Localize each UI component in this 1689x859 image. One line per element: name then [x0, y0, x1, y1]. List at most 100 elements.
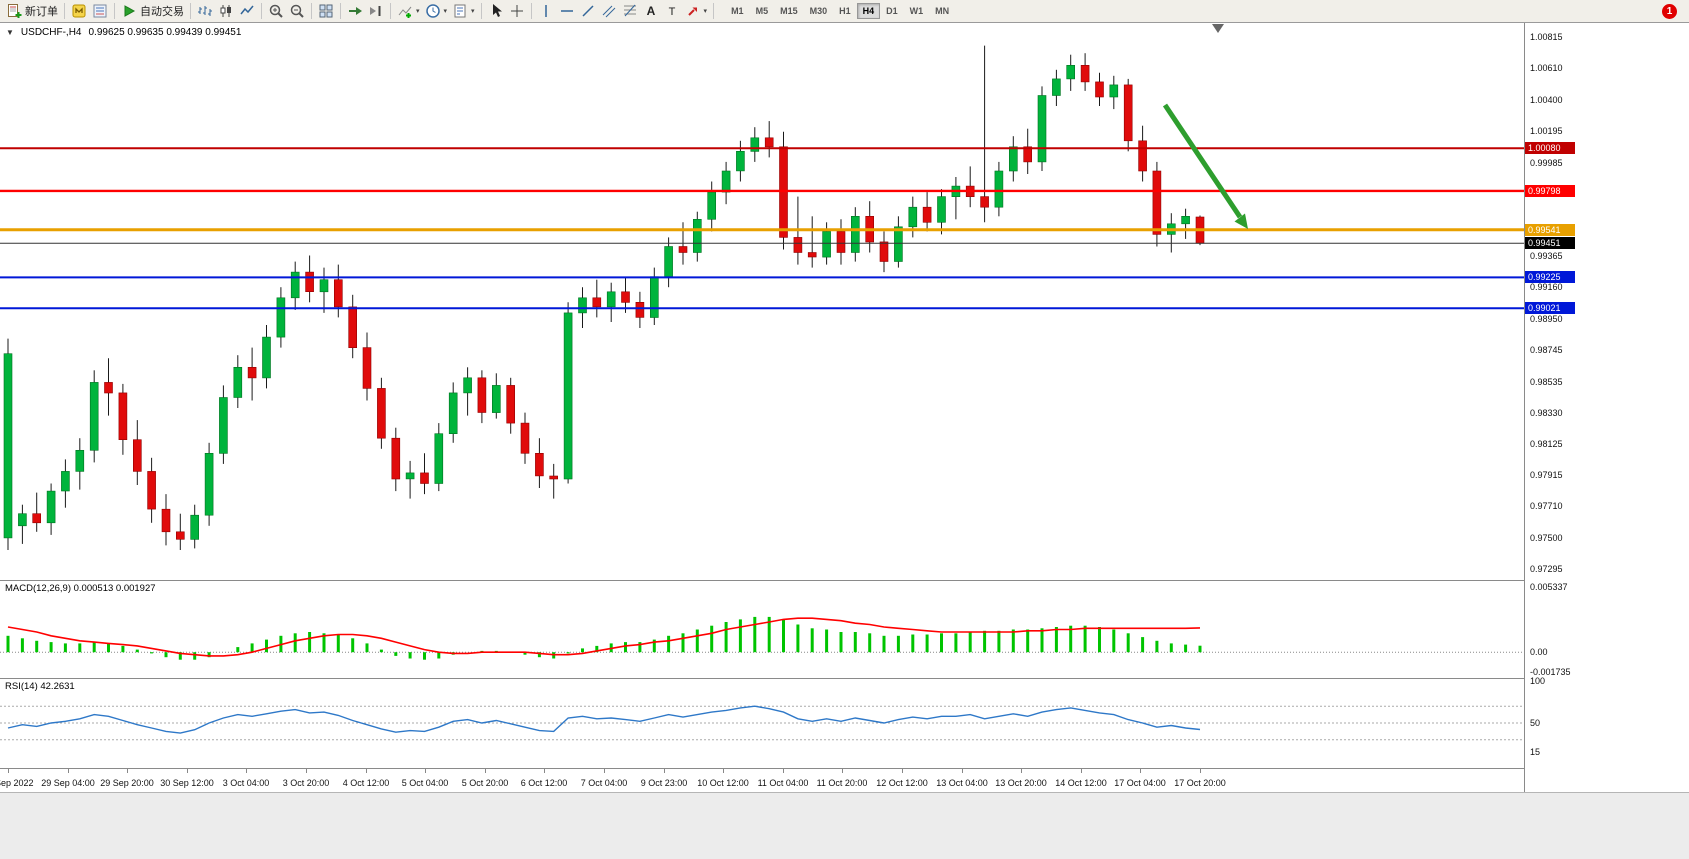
time-axis-label: 30 Sep 12:00	[160, 778, 214, 788]
timeframe-mn-button[interactable]: MN	[935, 6, 950, 16]
price-axis-label: 0.99160	[1530, 282, 1563, 292]
candle	[635, 301, 645, 318]
symbol-menu-icon[interactable]: ▼	[6, 28, 14, 37]
candle	[319, 279, 329, 293]
candle	[219, 397, 228, 454]
candle	[721, 170, 731, 193]
time-axis-label: 11 Oct 20:00	[816, 778, 868, 788]
candle	[592, 297, 602, 308]
candle	[750, 137, 760, 152]
candle	[736, 151, 745, 172]
candle	[692, 219, 702, 253]
price-axis-label: 0.98330	[1530, 408, 1563, 418]
equidistant-channel-button[interactable]	[599, 1, 619, 21]
timeframe-m5-button[interactable]: M5	[755, 6, 769, 16]
new-order-button[interactable]: 新订单	[4, 1, 60, 21]
time-axis-label: 29 Sep 04:00	[41, 778, 95, 788]
toolbar-separator	[480, 3, 482, 19]
templates-icon	[452, 3, 468, 19]
candle	[3, 353, 13, 539]
trendline-button[interactable]	[578, 1, 598, 21]
market-depth-button[interactable]	[90, 1, 110, 21]
bar-chart-button[interactable]	[195, 1, 215, 21]
candle	[649, 276, 659, 318]
svg-text:T: T	[668, 6, 675, 18]
candle	[147, 471, 156, 510]
candle	[937, 196, 946, 223]
price-axis-label: 1.00195	[1530, 126, 1563, 136]
trend-arrow-head[interactable]	[1234, 213, 1249, 230]
mql-editor-button[interactable]	[69, 1, 89, 21]
line-chart-button[interactable]	[237, 1, 257, 21]
zoom-in-button[interactable]	[266, 1, 286, 21]
arrows-button[interactable]: ▾	[683, 1, 710, 21]
time-axis-label: 13 Oct 20:00	[995, 778, 1047, 788]
time-tick	[783, 769, 784, 773]
price-axis[interactable]: 1.00815 1.00610 1.00400 1.00195 0.99985 0.993…	[1524, 23, 1689, 792]
time-axis-label: 9 Oct 23:00	[640, 778, 688, 788]
candle	[994, 170, 1004, 208]
templates-button[interactable]: ▾	[450, 1, 477, 21]
horizontal-line-button[interactable]	[557, 1, 577, 21]
timeframe-m30-button[interactable]: M30	[809, 6, 828, 16]
crosshair-button[interactable]	[507, 1, 527, 21]
text-button[interactable]: A	[641, 1, 661, 21]
candle	[578, 297, 587, 314]
macd-pane[interactable]: MACD(12,26,9) 0.000513 0.001927	[0, 581, 1524, 678]
auto-trading-button[interactable]: 自动交易	[119, 1, 186, 21]
cursor-button[interactable]	[486, 1, 506, 21]
price-tag: 0.99798	[1525, 185, 1575, 197]
indicators-button[interactable]: ▾	[395, 1, 422, 21]
candle	[980, 196, 989, 208]
toolbar-separator	[530, 3, 532, 19]
chart-shift-marker[interactable]	[1212, 24, 1224, 33]
candlestick-chart[interactable]	[0, 23, 1524, 580]
notification-badge[interactable]: 1	[1662, 3, 1677, 19]
rsi-pane[interactable]: RSI(14) 42.2631	[0, 679, 1524, 768]
zoom-out-button[interactable]	[287, 1, 307, 21]
candle	[836, 231, 846, 253]
candlestick-chart-icon	[218, 3, 234, 19]
fibonacci-button[interactable]	[620, 1, 640, 21]
tile-windows-button[interactable]	[316, 1, 336, 21]
toolbar-buttons: 新订单 自动交易 ▾ ▾ ▾ A T ▾	[4, 1, 717, 21]
time-axis-label: 7 Oct 04:00	[580, 778, 628, 788]
candle	[75, 449, 85, 472]
trend-arrow[interactable]	[1162, 103, 1243, 219]
timeframe-h1-button[interactable]: H1	[839, 6, 851, 16]
timeframe-m15-button[interactable]: M15	[780, 6, 798, 16]
candle	[305, 271, 314, 293]
candle	[506, 385, 516, 424]
bar-chart-icon	[197, 3, 213, 19]
vertical-line-button[interactable]	[536, 1, 556, 21]
macd-scale-label: 0.005337	[1530, 582, 1568, 592]
candle	[262, 336, 271, 379]
price-axis-label: 0.99365	[1530, 251, 1563, 261]
time-axis-label: 11 Oct 04:00	[757, 778, 809, 788]
price-axis-label: 0.98950	[1530, 314, 1563, 324]
periods-button[interactable]: ▾	[423, 1, 450, 21]
time-axis[interactable]: 28 Sep 2022 29 Sep 04:00 29 Sep 20:00 30 Se…	[0, 769, 1689, 792]
text-label-button[interactable]: T	[662, 1, 682, 21]
auto-scroll-button[interactable]	[345, 1, 365, 21]
time-tick	[902, 769, 903, 773]
timeframe-d1-button[interactable]: D1	[886, 6, 898, 16]
candle	[1123, 84, 1133, 142]
candle	[491, 385, 501, 413]
timeframe-h4-button[interactable]: H4	[856, 3, 881, 19]
chart-shift-button[interactable]	[366, 1, 386, 21]
indicators-icon	[397, 3, 413, 19]
candlestick-chart-button[interactable]	[216, 1, 236, 21]
arrows-icon	[685, 3, 701, 19]
price-axis-label: 0.98745	[1530, 345, 1563, 355]
pane-divider[interactable]	[0, 580, 1524, 581]
time-tick	[127, 769, 128, 773]
time-axis-label: 3 Oct 20:00	[282, 778, 330, 788]
candle	[391, 437, 401, 480]
timeframe-w1-button[interactable]: W1	[909, 6, 924, 16]
timeframe-m1-button[interactable]: M1	[731, 6, 744, 16]
chart-window[interactable]: ▼ USDCHF-,H4 0.99625 0.99635 0.99439 0.9…	[0, 23, 1689, 792]
price-pane[interactable]: ▼ USDCHF-,H4 0.99625 0.99635 0.99439 0.9…	[0, 23, 1524, 580]
pane-divider[interactable]	[0, 678, 1524, 679]
candle	[621, 291, 630, 303]
